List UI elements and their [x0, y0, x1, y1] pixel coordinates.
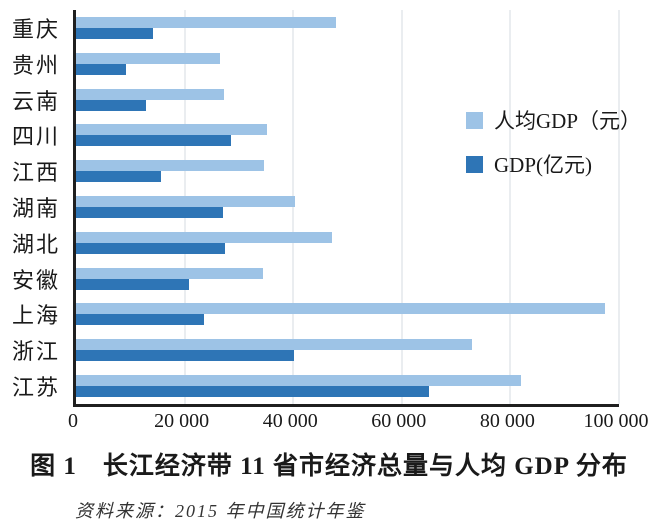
- bar-gdp-湖北: [76, 242, 225, 254]
- bar-gdp-上海: [76, 314, 204, 326]
- bar-per-capita-gdp-江苏: [76, 375, 521, 387]
- category-label: 江西: [11, 160, 60, 186]
- x-tick-label: 0: [68, 410, 78, 432]
- bar-per-capita-gdp-浙江: [76, 339, 473, 351]
- category-label: 四川: [11, 124, 60, 150]
- x-tick-label: 60 000: [371, 410, 427, 432]
- bar-gdp-浙江: [76, 350, 295, 362]
- legend-label: GDP(亿元): [494, 153, 592, 177]
- category-label: 重庆: [11, 16, 60, 42]
- x-tick-label: 80 000: [479, 410, 535, 432]
- bar-per-capita-gdp-上海: [76, 303, 605, 315]
- category-label: 江苏: [11, 375, 60, 401]
- bar-group: [76, 117, 619, 153]
- legend-label: 人均GDP（元）: [494, 109, 642, 133]
- bar-per-capita-gdp-湖南: [76, 195, 295, 207]
- bar-group: [76, 225, 619, 261]
- bar-group: [76, 261, 619, 297]
- bar-gdp-四川: [76, 135, 231, 147]
- bar-group: [76, 153, 619, 189]
- plot-area: 人均GDP（元） GDP(亿元): [73, 10, 641, 407]
- source-note: 资料来源：2015 年中国统计年鉴: [75, 501, 366, 521]
- figure-title: 图 1 长江经济带 11 省市经济总量与人均 GDP 分布: [30, 453, 628, 480]
- legend-swatch-icon: [466, 111, 483, 129]
- bar-gdp-安徽: [76, 278, 190, 290]
- x-tick-label: 40 000: [262, 410, 318, 432]
- y-axis-category-labels: 重庆贵州云南四川江西湖南湖北安徽上海浙江江苏: [0, 10, 67, 404]
- category-label: 湖北: [11, 231, 60, 257]
- legend-swatch-icon: [466, 155, 483, 173]
- bar-gdp-贵州: [76, 63, 127, 75]
- bar-per-capita-gdp-重庆: [76, 16, 336, 28]
- bar-per-capita-gdp-江西: [76, 160, 265, 172]
- bar-group: [76, 46, 619, 82]
- category-label: 湖南: [11, 195, 60, 221]
- category-label: 浙江: [11, 339, 60, 365]
- category-label: 云南: [11, 88, 60, 114]
- bar-gdp-重庆: [76, 27, 154, 39]
- gridline: [292, 10, 294, 404]
- bar-per-capita-gdp-湖北: [76, 231, 332, 243]
- legend: 人均GDP（元） GDP(亿元): [466, 105, 641, 179]
- bar-group: [76, 297, 619, 333]
- bar-per-capita-gdp-安徽: [76, 267, 263, 279]
- x-tick-label: 20 000: [154, 410, 210, 432]
- gridline: [509, 10, 511, 404]
- bar-group: [76, 332, 619, 368]
- bar-gdp-湖南: [76, 206, 223, 218]
- bar-rows: [76, 10, 619, 404]
- bar-per-capita-gdp-贵州: [76, 52, 220, 64]
- bar-gdp-江苏: [76, 386, 430, 398]
- bar-group: [76, 10, 619, 46]
- legend-item: 人均GDP（元）: [466, 105, 641, 135]
- gridline: [401, 10, 403, 404]
- bar-gdp-云南: [76, 99, 146, 111]
- bar-gdp-江西: [76, 171, 162, 183]
- legend-item: GDP(亿元): [466, 149, 641, 179]
- bar-group: [76, 82, 619, 118]
- category-label: 上海: [11, 303, 60, 329]
- x-tick-label: 100 000: [583, 410, 649, 432]
- category-label: 贵州: [11, 52, 60, 78]
- bar-group: [76, 368, 619, 404]
- bar-per-capita-gdp-云南: [76, 88, 225, 100]
- x-axis-tick-labels: 0 20 000 40 000 60 000 80 000 100 000: [68, 410, 649, 436]
- category-label: 安徽: [11, 267, 60, 293]
- bar-group: [76, 189, 619, 225]
- bar-per-capita-gdp-四川: [76, 124, 267, 136]
- gridline: [618, 10, 620, 404]
